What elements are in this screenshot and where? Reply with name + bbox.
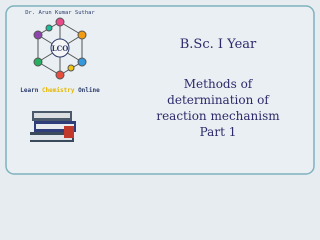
title-line: reaction mechanism	[156, 109, 280, 123]
title-line: Methods of	[184, 77, 254, 91]
brand-part: Learn	[20, 87, 42, 94]
logo	[33, 17, 87, 80]
brand: Learn Chemistry Online	[20, 87, 100, 94]
thumbnail: Dr. Arun Kumar Suthar LCO Learn Chemistr…	[5, 5, 315, 175]
brand-highlight: Chemistry	[42, 87, 75, 94]
title-line: Part 1	[200, 125, 237, 139]
course: B.Sc. I Year	[180, 37, 257, 52]
logo-text: LCO	[52, 44, 69, 53]
brand-part: Online	[74, 87, 100, 94]
title-line: determination of	[167, 93, 270, 107]
books	[30, 111, 76, 142]
frame	[5, 5, 315, 175]
author: Dr. Arun Kumar Suthar	[25, 10, 95, 16]
